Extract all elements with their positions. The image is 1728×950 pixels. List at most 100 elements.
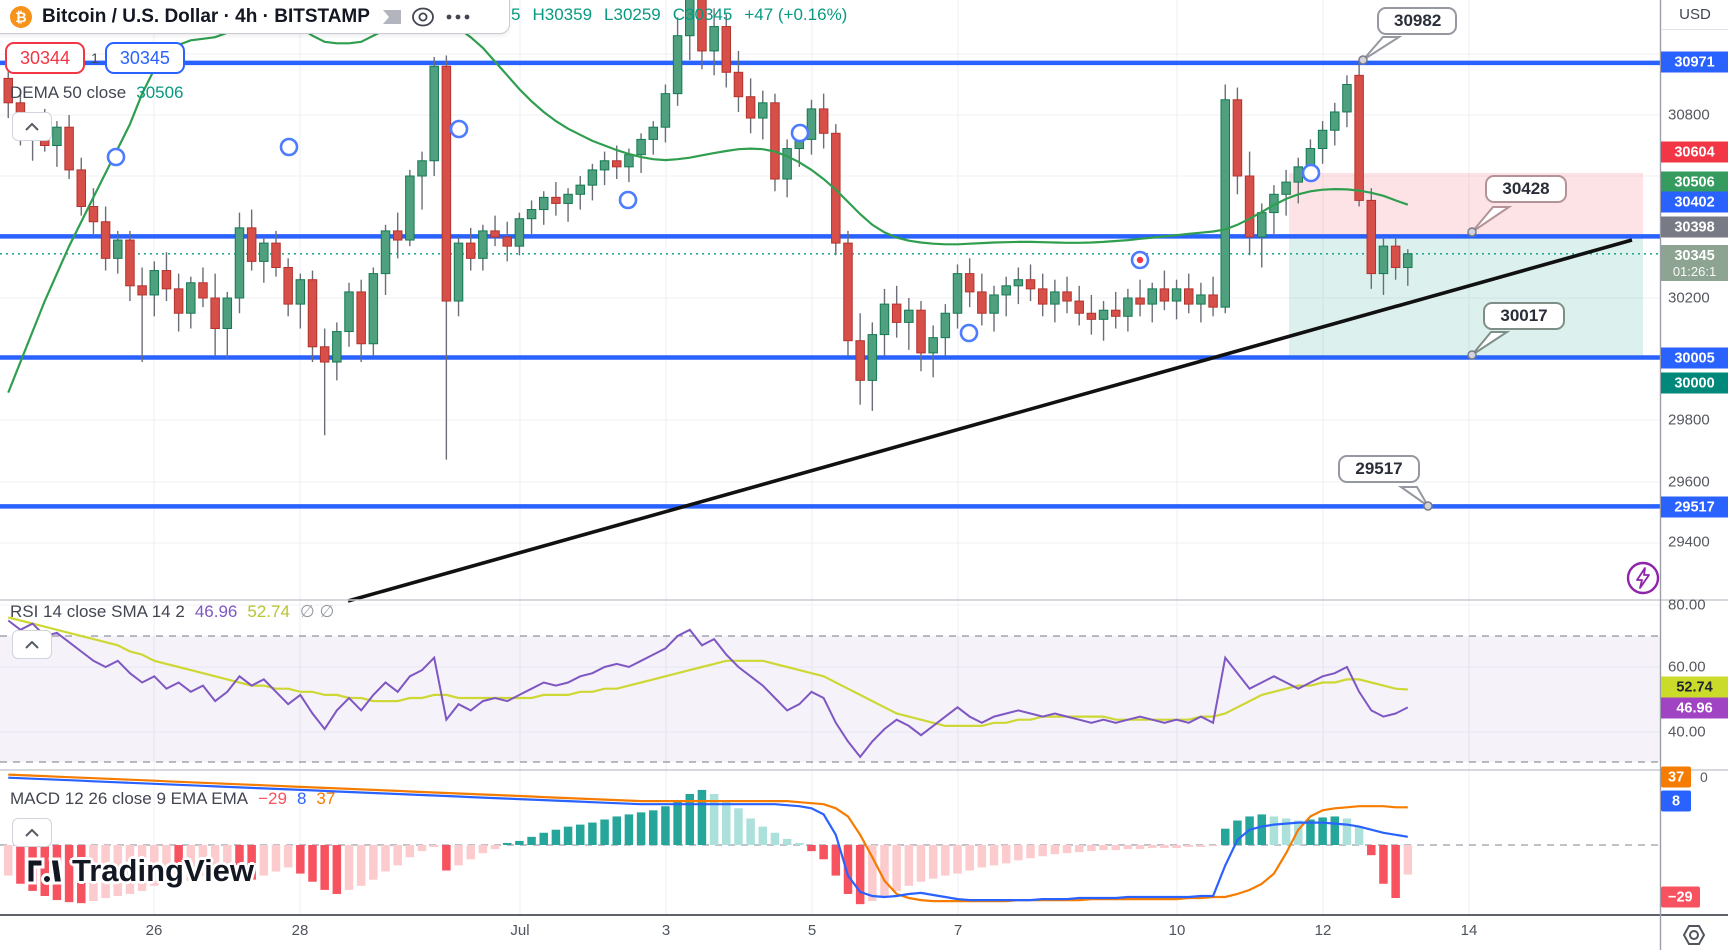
main-pane-collapse-button[interactable] bbox=[12, 112, 52, 141]
rsi-pane-legend: RSI 14 close SMA 14 2 46.96 52.74 ∅ ∅ bbox=[10, 602, 334, 622]
callout-tail bbox=[1362, 36, 1403, 61]
chevron-up-icon bbox=[25, 828, 39, 837]
price-tick: 29600 bbox=[1668, 473, 1710, 491]
price-callout[interactable]: 29517 bbox=[1338, 455, 1420, 483]
time-tick: 5 bbox=[807, 922, 817, 939]
high-value: H30359 bbox=[532, 5, 593, 24]
macd-signal-value: 37 bbox=[316, 789, 336, 808]
marker-circle[interactable] bbox=[618, 190, 638, 210]
zone-support[interactable] bbox=[1289, 236, 1643, 356]
time-tick: 28 bbox=[291, 922, 309, 939]
lightning-icon[interactable] bbox=[1625, 560, 1661, 601]
time-tick: 14 bbox=[1460, 922, 1478, 939]
macd-legend-label[interactable]: MACD 12 26 close 9 EMA EMA bbox=[10, 789, 249, 808]
marker-circle[interactable] bbox=[449, 119, 469, 139]
price-callout[interactable]: 30982 bbox=[1377, 7, 1457, 35]
time-tick: Jul bbox=[510, 922, 530, 939]
ohlc-readout: 5 H30359 L30259 C30345 +47 (+0.16%) bbox=[511, 5, 847, 25]
marker-circle[interactable] bbox=[1301, 163, 1321, 183]
price-tick: 40.00 bbox=[1668, 723, 1706, 741]
chevron-up-icon bbox=[25, 122, 39, 131]
buy-button[interactable]: 30345 bbox=[104, 42, 185, 74]
callout-tail bbox=[1471, 206, 1513, 233]
price-tick: 60.00 bbox=[1668, 658, 1706, 676]
chevron-up-icon bbox=[25, 640, 39, 649]
rsi-empty-sets: ∅ ∅ bbox=[299, 602, 335, 621]
rsi-legend-value: 46.96 bbox=[194, 602, 238, 621]
symbol-title[interactable]: Bitcoin / U.S. Dollar · 4h · BITSTAMP bbox=[42, 6, 370, 27]
time-tick: 3 bbox=[661, 922, 671, 939]
price-badge: 30402 bbox=[1661, 191, 1728, 213]
macd-pane-collapse-button[interactable] bbox=[12, 818, 52, 847]
macd-hist-value: −29 bbox=[258, 789, 287, 808]
rsi-sma-legend-value: 52.74 bbox=[247, 602, 290, 621]
price-tick: 0 bbox=[1700, 769, 1708, 785]
price-badge: 30345 01:26:1 bbox=[1661, 245, 1728, 281]
macd-pane-legend: MACD 12 26 close 9 EMA EMA −29 8 37 bbox=[10, 789, 335, 809]
sell-button[interactable]: 30344 bbox=[5, 42, 86, 74]
time-tick: 12 bbox=[1314, 922, 1332, 939]
price-badge: 30000 bbox=[1661, 372, 1728, 394]
bitcoin-logo-icon: ₿ bbox=[10, 6, 32, 28]
price-badge: 30005 bbox=[1661, 347, 1728, 369]
marker-circle[interactable] bbox=[106, 147, 126, 167]
main-pane-legend: DEMA 50 close 30506 bbox=[10, 83, 184, 103]
price-tick: 29800 bbox=[1668, 411, 1710, 429]
price-badge: 29517 bbox=[1661, 496, 1728, 518]
price-badge: −29 bbox=[1661, 886, 1700, 908]
price-callout[interactable]: 30428 bbox=[1485, 175, 1567, 203]
price-tick: 29400 bbox=[1668, 533, 1710, 551]
trendline[interactable] bbox=[347, 238, 1633, 603]
callout-tail bbox=[1471, 331, 1511, 356]
dema-legend-label[interactable]: DEMA 50 close bbox=[10, 83, 127, 102]
macd-signal-line[interactable] bbox=[8, 773, 1408, 903]
price-badge: 8 bbox=[1661, 790, 1691, 812]
marker-circle[interactable] bbox=[790, 123, 810, 143]
tradingview-logo-icon bbox=[25, 857, 64, 885]
price-badge: 30971 bbox=[1661, 51, 1728, 73]
time-tick: 26 bbox=[145, 922, 163, 939]
macd-main-line[interactable] bbox=[8, 776, 1408, 902]
close-value: C30345 bbox=[672, 5, 733, 24]
zone-resistance[interactable] bbox=[1289, 172, 1643, 237]
tradingview-watermark: TradingView bbox=[24, 851, 254, 891]
trade-widget: 30344 1 30345 bbox=[5, 42, 185, 74]
price-badge: 30506 bbox=[1661, 171, 1728, 193]
low-value: L30259 bbox=[604, 5, 661, 24]
callout-tail bbox=[1397, 486, 1429, 507]
eye-icon[interactable] bbox=[410, 6, 436, 28]
rsi-pane-collapse-button[interactable] bbox=[12, 630, 52, 659]
price-tick: 80.00 bbox=[1668, 596, 1706, 614]
price-tick: 30800 bbox=[1668, 106, 1710, 124]
candlesticks[interactable] bbox=[3, 0, 1413, 460]
price-badge: 37 bbox=[1661, 766, 1692, 788]
price-callout[interactable]: 30017 bbox=[1483, 302, 1565, 330]
price-tick: 30200 bbox=[1668, 289, 1710, 307]
rsi-line[interactable] bbox=[7, 619, 1409, 759]
gear-icon[interactable] bbox=[1680, 922, 1708, 950]
open-fragment: 5 bbox=[511, 5, 521, 24]
rsi-band bbox=[0, 636, 1660, 762]
marker-circle[interactable] bbox=[279, 137, 299, 157]
price-badge: 30604 bbox=[1661, 141, 1728, 163]
time-tick: 10 bbox=[1168, 922, 1186, 939]
watermark-text: TradingView bbox=[72, 853, 255, 888]
rsi-legend-label[interactable]: RSI 14 close SMA 14 2 bbox=[10, 602, 185, 621]
price-badge: 52.74 bbox=[1661, 676, 1728, 698]
price-badge: 46.96 bbox=[1661, 697, 1728, 719]
flag-icon[interactable] bbox=[379, 7, 401, 27]
macd-histogram[interactable] bbox=[4, 789, 1413, 905]
change-value: +47 (+0.16%) bbox=[744, 5, 848, 24]
currency-label[interactable]: USD bbox=[1662, 0, 1728, 30]
more-options-icon[interactable] bbox=[445, 12, 471, 22]
dema-legend-value: 30506 bbox=[136, 83, 184, 102]
svg-text:₿: ₿ bbox=[15, 10, 26, 26]
symbol-toolbar: ₿ Bitcoin / U.S. Dollar · 4h · BITSTAMP bbox=[0, 0, 510, 34]
time-tick: 7 bbox=[953, 922, 963, 939]
dema-line[interactable] bbox=[7, 10, 1409, 394]
marker-circle[interactable] bbox=[959, 323, 979, 343]
price-badge: 30398 bbox=[1661, 216, 1728, 238]
spread-value: 1 bbox=[91, 50, 99, 66]
